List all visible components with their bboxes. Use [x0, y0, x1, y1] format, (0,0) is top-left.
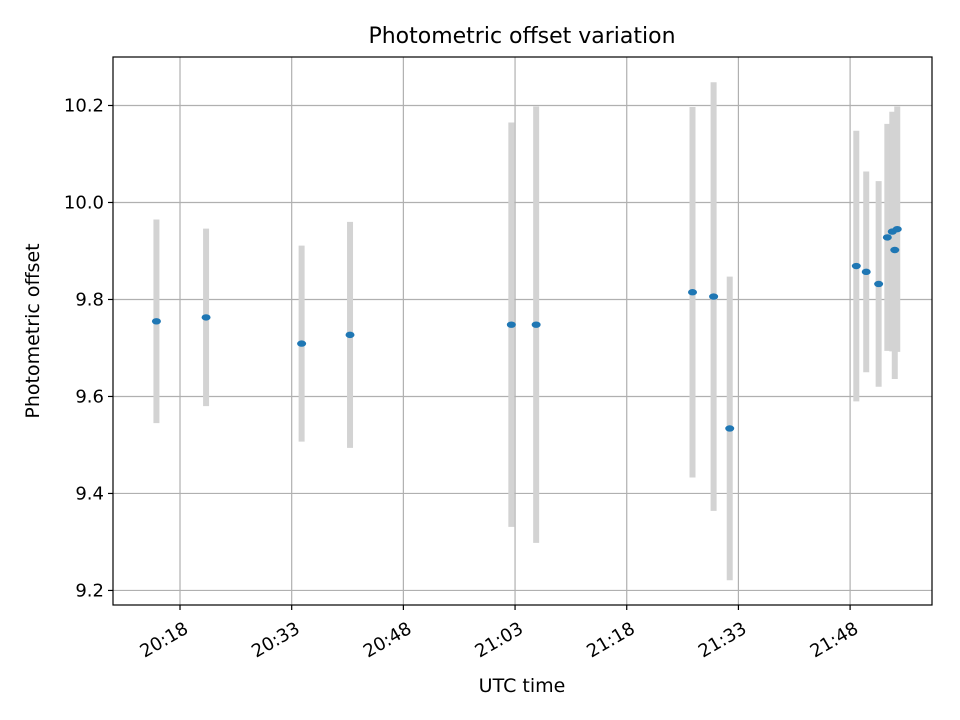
y-axis-ticks: 9.2 9.4 9.6 9.8 10.0 10.2 [64, 95, 113, 601]
x-tick-label: 20:18 [136, 618, 191, 662]
x-tick-label: 21:03 [472, 618, 527, 662]
data-point [709, 293, 719, 300]
data-point [861, 268, 871, 276]
y-tick-label: 9.6 [75, 386, 104, 407]
data-point [688, 289, 698, 296]
data-point [345, 331, 355, 339]
data-point [506, 321, 516, 328]
data-point [201, 314, 211, 321]
x-tick-label: 21:18 [583, 618, 638, 662]
data-point [151, 318, 161, 325]
x-tick-label: 21:48 [807, 618, 862, 662]
data-point [882, 234, 892, 241]
y-tick-label: 9.8 [75, 289, 104, 310]
error-bars [153, 82, 901, 581]
data-point [851, 262, 861, 270]
x-axis-label: UTC time [479, 675, 566, 697]
data-point [892, 225, 902, 233]
data-points [151, 225, 902, 432]
y-tick-label: 9.2 [75, 580, 104, 601]
chart-title: Photometric offset variation [368, 24, 675, 49]
x-tick-label: 21:33 [695, 618, 750, 662]
data-point [297, 340, 307, 347]
y-tick-label: 10.0 [64, 192, 104, 213]
data-point [725, 425, 735, 432]
x-axis-ticks: 20:18 20:33 20:48 21:03 21:18 21:33 21:48 [136, 605, 862, 662]
data-point [890, 246, 900, 254]
y-axis-label: Photometric offset [22, 243, 44, 418]
data-point [531, 321, 541, 328]
plot-frame [112, 56, 933, 606]
grid [113, 57, 932, 605]
y-tick-label: 9.4 [75, 483, 104, 504]
x-tick-label: 20:33 [248, 618, 303, 662]
data-point [874, 280, 884, 288]
x-tick-label: 20:48 [360, 618, 415, 662]
y-tick-label: 10.2 [64, 95, 104, 116]
